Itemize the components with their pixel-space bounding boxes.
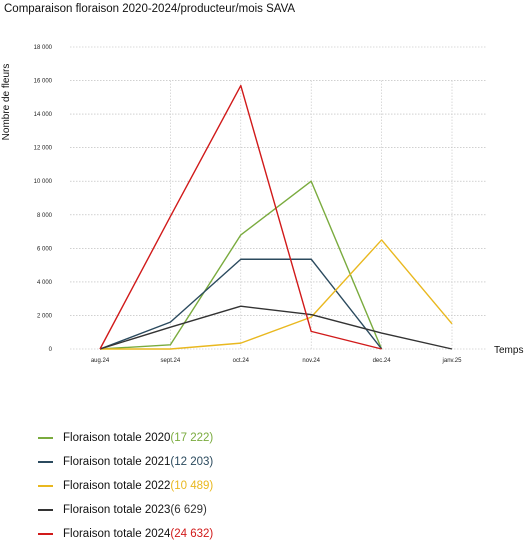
legend-series-total: (6 629) bbox=[170, 504, 207, 516]
y-tick-label: 18 000 bbox=[34, 45, 53, 51]
y-axis-ticks: 0 2 000 4 000 6 000 8 000 10 000 12 000 14 000 1… bbox=[34, 45, 53, 353]
series-line bbox=[99, 305, 453, 350]
legend-series-name: Floraison totale 2021 bbox=[63, 456, 171, 468]
chart-title: Comparaison floraison 2020-2024/producte… bbox=[4, 3, 296, 15]
legend-item: Floraison totale 2020 (17 222) bbox=[38, 426, 213, 450]
y-tick-label: 16 000 bbox=[34, 79, 53, 85]
legend-series-name: Floraison totale 2023 bbox=[63, 504, 171, 516]
series-line bbox=[99, 84, 382, 350]
x-tick-label: nov.24 bbox=[302, 358, 320, 364]
legend-swatch bbox=[38, 436, 53, 440]
legend-series-total: (12 203) bbox=[170, 456, 214, 468]
legend: Floraison totale 2020 (17 222) Floraison … bbox=[38, 426, 213, 546]
line-chart: 0 2 000 4 000 6 000 8 000 10 000 12 000 14 000 1… bbox=[1, 45, 523, 364]
legend-item: Floraison totale 2024 (24 632) bbox=[38, 522, 213, 546]
y-tick-label: 10 000 bbox=[34, 179, 53, 185]
y-tick-label: 14 000 bbox=[34, 112, 53, 118]
legend-series-name: Floraison totale 2020 bbox=[63, 432, 171, 444]
y-axis-label: Nombre de fleurs bbox=[1, 64, 12, 141]
x-axis-label: Temps bbox=[494, 345, 523, 356]
series-line bbox=[100, 239, 453, 350]
legend-series-name: Floraison totale 2024 bbox=[63, 528, 171, 540]
grid-lines bbox=[70, 46, 486, 350]
series-lines bbox=[99, 84, 453, 350]
legend-item: Floraison totale 2023 (6 629) bbox=[38, 498, 213, 522]
legend-series-total: (10 489) bbox=[170, 480, 214, 492]
y-tick-label: 12 000 bbox=[34, 146, 53, 152]
legend-swatch bbox=[38, 484, 53, 488]
y-tick-label: 0 bbox=[49, 347, 53, 353]
legend-swatch bbox=[38, 460, 53, 464]
legend-item: Floraison totale 2022 (10 489) bbox=[38, 474, 213, 498]
legend-series-total: (24 632) bbox=[170, 528, 214, 540]
x-tick-label: oct.24 bbox=[233, 358, 250, 364]
y-tick-label: 6 000 bbox=[37, 246, 53, 252]
y-tick-label: 8 000 bbox=[37, 213, 53, 219]
series-line bbox=[99, 180, 383, 350]
x-axis-ticks: aug.24 sept.24 oct.24 nov.24 dec.24 janv.25 bbox=[91, 358, 462, 364]
legend-series-name: Floraison totale 2022 bbox=[63, 480, 171, 492]
x-tick-label: sept.24 bbox=[161, 358, 181, 364]
legend-swatch bbox=[38, 508, 53, 512]
x-tick-label: janv.25 bbox=[442, 358, 463, 364]
y-tick-label: 2 000 bbox=[37, 313, 53, 319]
x-tick-label: aug.24 bbox=[91, 358, 110, 364]
legend-swatch bbox=[38, 532, 53, 536]
y-tick-label: 4 000 bbox=[37, 280, 53, 286]
x-tick-label: dec.24 bbox=[373, 358, 392, 364]
legend-series-total: (17 222) bbox=[170, 432, 214, 444]
legend-item: Floraison totale 2021 (12 203) bbox=[38, 450, 213, 474]
series-line bbox=[99, 258, 383, 350]
